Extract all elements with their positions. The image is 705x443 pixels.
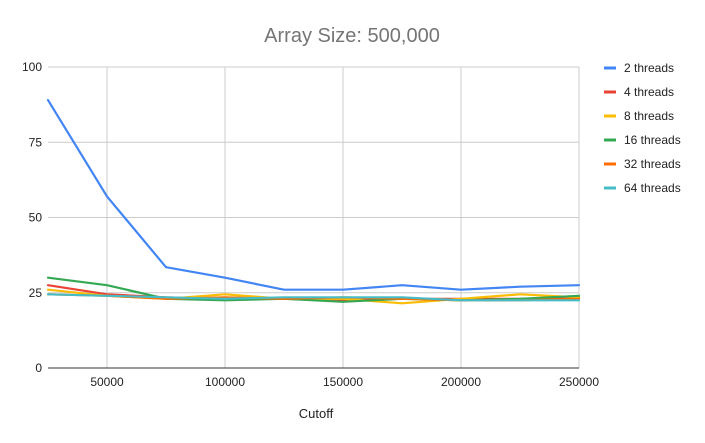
legend-label: 32 threads xyxy=(624,157,681,171)
chart-title: Array Size: 500,000 xyxy=(264,25,440,47)
legend: 2 threads 4 threads 8 threads 16 threads 32 … xyxy=(604,61,681,195)
y-tick-label: 75 xyxy=(29,135,43,149)
series-layer xyxy=(46,98,581,305)
legend-label: 16 threads xyxy=(624,133,681,147)
x-tick-label: 100000 xyxy=(205,375,245,389)
y-tick-label: 25 xyxy=(29,286,43,300)
legend-item: 2 threads xyxy=(604,61,674,75)
legend-item: 16 threads xyxy=(604,133,681,147)
x-tick-label: 200000 xyxy=(441,375,481,389)
legend-label: 8 threads xyxy=(624,109,674,123)
legend-label: 2 threads xyxy=(624,61,674,75)
x-tick-label: 250000 xyxy=(559,375,599,389)
legend-item: 32 threads xyxy=(604,157,681,171)
legend-item: 64 threads xyxy=(604,181,681,195)
x-axis-label: Cutoff xyxy=(299,406,334,421)
series-line xyxy=(46,293,581,302)
series-line xyxy=(46,98,581,291)
x-tick-label: 150000 xyxy=(323,375,363,389)
legend-label: 4 threads xyxy=(624,85,674,99)
x-tick-label: 50000 xyxy=(90,375,124,389)
legend-item: 8 threads xyxy=(604,109,674,123)
y-tick-label: 50 xyxy=(29,211,43,225)
y-tick-label: 0 xyxy=(35,361,42,375)
legend-item: 4 threads xyxy=(604,85,674,99)
tick-layer: 0 25 50 75 100 50000 100000 150000 200000 250000 xyxy=(22,60,599,389)
grid-layer xyxy=(48,66,580,369)
legend-label: 64 threads xyxy=(624,181,681,195)
y-tick-label: 100 xyxy=(22,60,42,74)
